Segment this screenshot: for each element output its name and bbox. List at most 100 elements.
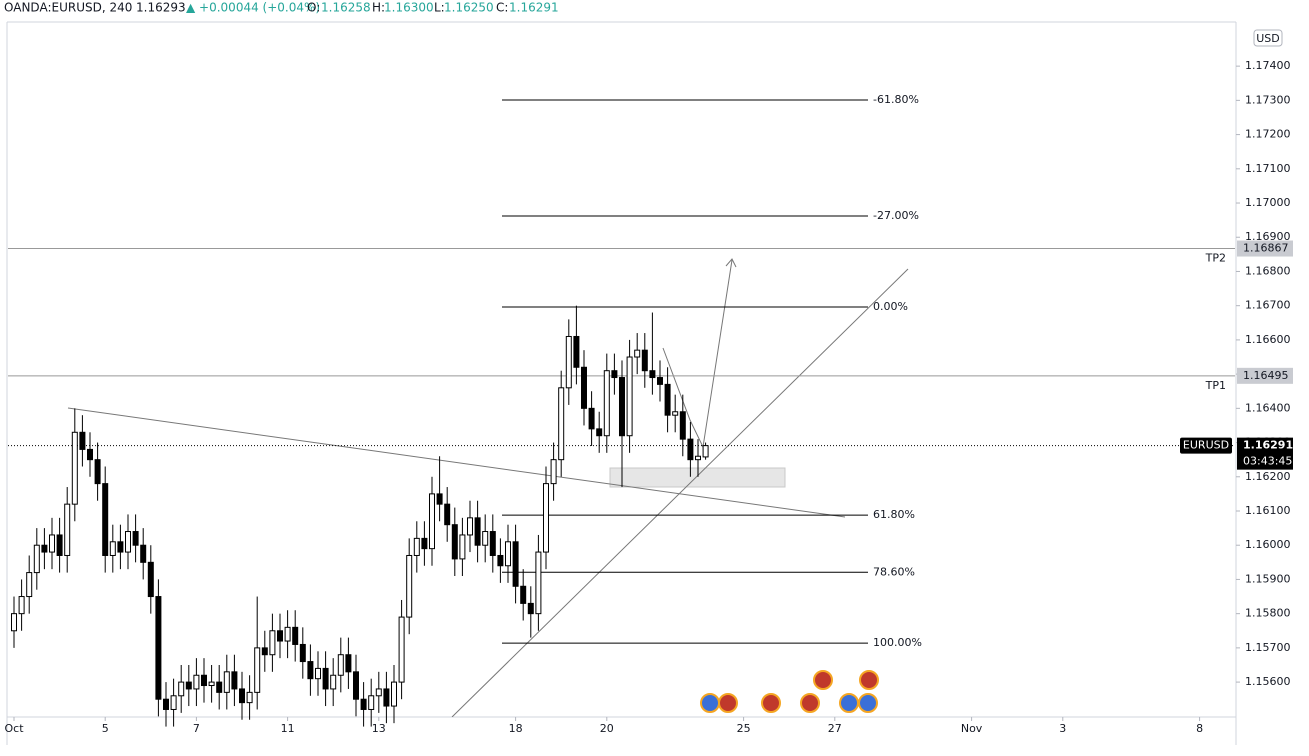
o: 1.16258: [321, 1, 371, 15]
symbol-label: EURUSD: [1183, 439, 1229, 452]
y-tick-label: 1.16000: [1245, 538, 1291, 551]
c: 1.16291: [509, 1, 559, 15]
candle-body: [466, 517, 473, 536]
symbol: OANDA:EURUSD, 240: [4, 1, 132, 15]
candle-body: [163, 698, 170, 710]
y-tick-label: 1.16700: [1245, 299, 1291, 312]
x-tick-label: 7: [193, 722, 200, 735]
fib-label: -27.00%: [873, 209, 919, 222]
change: ▲ +0.00044 (+0.04%): [186, 1, 320, 15]
symbol-badge: [1180, 437, 1232, 454]
level-badge: [1237, 367, 1293, 384]
y-tick-label: 1.17200: [1245, 128, 1291, 141]
candle-body: [489, 531, 496, 556]
candle-body: [71, 431, 78, 505]
candle-body: [588, 407, 595, 430]
candle-body: [292, 626, 299, 645]
candle-body: [383, 688, 390, 707]
candle-body: [185, 681, 192, 690]
c-label: C:: [496, 1, 508, 15]
candle-body: [109, 541, 116, 556]
candle-body: [375, 688, 382, 697]
candle-body: [18, 596, 25, 615]
candle-body: [390, 681, 397, 707]
candle-body: [246, 691, 253, 704]
countdown: 03:43:45: [1243, 455, 1292, 468]
currency-badge[interactable]: [1253, 29, 1283, 47]
candle-body: [87, 448, 94, 461]
candle-body: [155, 596, 162, 700]
candle-body: [330, 674, 337, 690]
candle-body: [147, 561, 154, 598]
candle-body: [261, 647, 268, 656]
candle-body: [231, 671, 238, 690]
candle-body: [641, 349, 648, 372]
candle-body: [512, 541, 519, 587]
candle-body: [11, 613, 18, 632]
trend-line: [451, 268, 909, 717]
candle-body: [26, 572, 33, 598]
candle-body: [694, 455, 701, 461]
y-tick-label: 1.17100: [1245, 162, 1291, 175]
candle-body: [170, 695, 177, 710]
candle-body: [398, 616, 405, 683]
candle-body: [337, 654, 344, 676]
candle-body: [428, 493, 435, 550]
candle-body: [573, 335, 580, 368]
candle-body: [201, 674, 208, 687]
candle-body: [41, 544, 48, 553]
y-tick-label: 1.16800: [1245, 264, 1291, 277]
y-tick-label: 1.17400: [1245, 59, 1291, 72]
candle-body: [254, 647, 261, 693]
y-tick-label: 1.17000: [1245, 196, 1291, 209]
candle-body: [444, 503, 451, 526]
x-tick-label: 8: [1196, 722, 1203, 735]
o-label: O:: [307, 1, 320, 15]
candle-body: [504, 541, 511, 567]
x-tick-label: 18: [509, 722, 523, 735]
candle-body: [314, 667, 321, 680]
y-tick-label: 1.15700: [1245, 641, 1291, 654]
candle-body: [299, 643, 306, 663]
candle-body: [49, 534, 56, 553]
candle-body: [223, 671, 230, 693]
candle-body: [649, 370, 656, 379]
fib-label: 100.00%: [873, 636, 922, 649]
x-tick-label: 27: [828, 722, 842, 735]
candle-body: [216, 681, 223, 693]
candle-body: [535, 551, 542, 615]
candle-body: [565, 335, 572, 389]
x-tick-label: 3: [1059, 722, 1066, 735]
y-tick-label: 1.16100: [1245, 504, 1291, 517]
x-tick-label: Nov: [961, 722, 983, 735]
fib-label: 78.60%: [873, 565, 915, 578]
y-tick-label: 1.15800: [1245, 607, 1291, 620]
candle-body: [702, 445, 709, 458]
level-price: 1.16867: [1243, 242, 1289, 255]
candle-body: [482, 531, 489, 546]
candle-body: [94, 459, 101, 485]
candle-body: [664, 383, 671, 416]
candle-body: [360, 698, 367, 710]
candle-body: [603, 370, 610, 437]
arrow-head: [725, 258, 737, 268]
plot-area: [8, 99, 1235, 717]
y-tick-label: 1.16400: [1245, 401, 1291, 414]
fib-label: -61.80%: [873, 93, 919, 106]
x-tick-label: 20: [600, 722, 614, 735]
l-label: L:: [434, 1, 445, 15]
candle-body: [497, 554, 504, 567]
level-label: TP2: [1205, 252, 1226, 265]
event-icon: [700, 693, 720, 713]
candle-body: [64, 503, 71, 556]
candle-body: [33, 544, 40, 574]
l: 1.16250: [444, 1, 494, 15]
candle-body: [132, 531, 139, 546]
h: 1.16300: [384, 1, 434, 15]
candle-body: [102, 483, 109, 556]
candle-body: [421, 537, 428, 550]
candle-body: [580, 366, 587, 409]
event-icon: [800, 693, 820, 713]
event-icon: [813, 670, 833, 690]
